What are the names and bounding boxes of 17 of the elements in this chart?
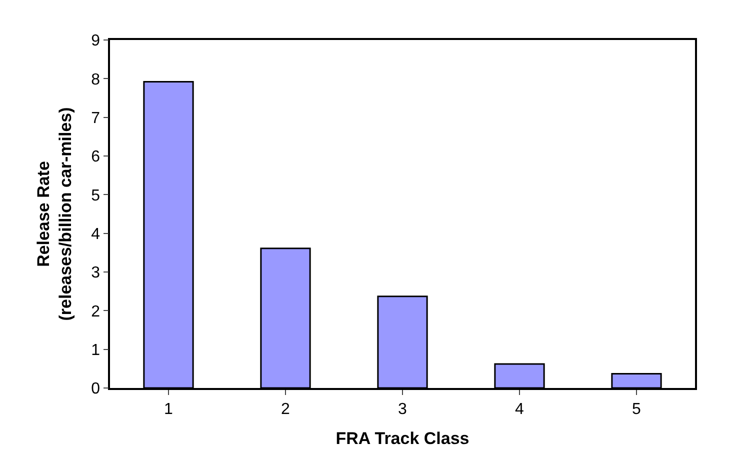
y-tick-label: 4 [91, 226, 100, 243]
y-tick-label: 9 [91, 32, 100, 50]
y-tick-label: 5 [91, 187, 100, 204]
y-tick-label: 1 [91, 342, 100, 359]
x-tick-label: 2 [281, 400, 290, 418]
y-tick-label: 3 [91, 264, 100, 282]
y-tick-label: 2 [91, 303, 100, 320]
x-tick-label: 4 [515, 400, 524, 418]
x-tick-label: 5 [632, 400, 642, 418]
y-tick-label: 0 [91, 380, 100, 398]
x-axis-title: FRA Track Class [336, 428, 470, 448]
y-tick-label: 8 [91, 71, 100, 88]
y-tick-label: 6 [91, 148, 100, 166]
x-tick-label: 3 [398, 400, 408, 418]
x-tick-label: 1 [164, 400, 174, 418]
y-tick-label: 7 [91, 110, 100, 127]
y-axis-title: Release Rate (releases/billion car-miles) [34, 107, 76, 321]
